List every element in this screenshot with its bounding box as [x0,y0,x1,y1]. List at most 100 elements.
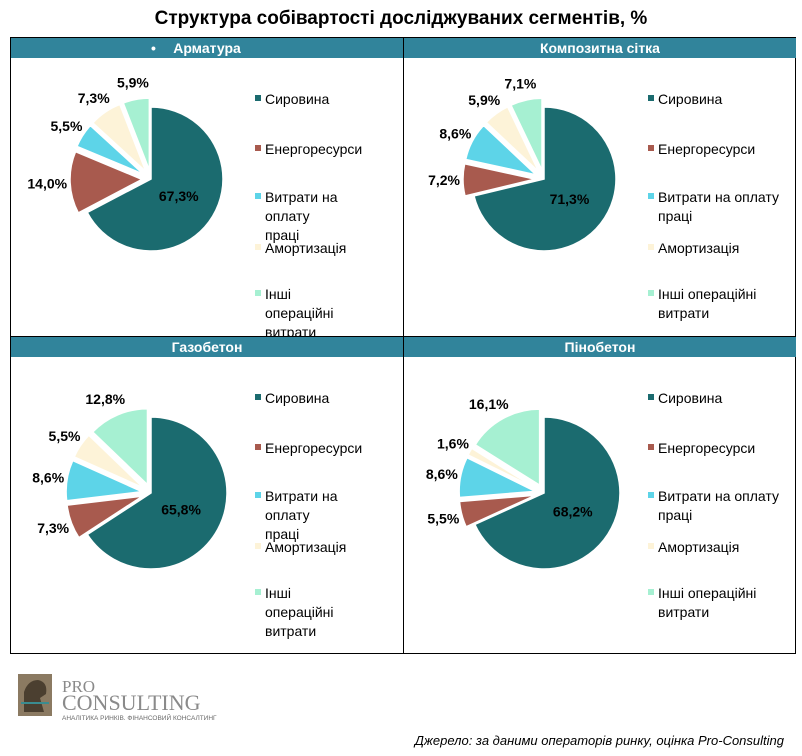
legend-swatch-syrovyna [255,394,261,400]
legend-label-energoresursy: Енергоресурси [265,440,362,456]
legend-label-amortyzatsiia: Амортизація [658,240,739,256]
pro-consulting-logo: PRO CONSULTING АНАЛІТИКА РИНКІВ. ФІНАНСО… [18,674,217,722]
legend-swatch-energoresursy [255,145,261,151]
pie-slice-vytraty-na-oplatu-pratsi [76,124,144,175]
data-label-syrovyna: 67,3% [159,188,199,204]
panel-header: Газобетон [11,337,403,357]
data-label-amortyzatsiia: 5,5% [49,428,81,444]
data-label-energoresursy: 14,0% [27,175,67,191]
legend-label-vytraty-na-oplatu-pratsi: Витрати на оплату праці [658,488,779,523]
legend-label-inshi-vytraty: Інші операційні витрати [265,286,334,336]
vertical-divider [403,38,404,653]
data-label-amortyzatsiia: 7,3% [78,90,110,106]
legend-label-vytraty-na-oplatu-pratsi: Витрати на оплату праці [658,189,779,224]
data-label-syrovyna: 71,3% [550,191,590,207]
legend-swatch-syrovyna [648,394,654,400]
legend-swatch-energoresursy [648,145,654,151]
legend-label-inshi-vytraty: Інші операційні витрати [658,286,756,321]
data-label-vytraty-na-oplatu-pratsi: 5,5% [50,118,82,134]
legend-swatch-vytraty-na-oplatu-pratsi [648,492,654,498]
panel-title: Газобетон [171,339,243,355]
pie-slice-vytraty-na-oplatu-pratsi [65,459,145,502]
legend-label-vytraty-na-oplatu-pratsi: Витрати на оплату праці [265,488,338,542]
legend-swatch-syrovyna [648,95,654,101]
legend-swatch-inshi-vytraty [255,589,261,595]
legend-label-syrovyna: Сировина [658,91,722,107]
pie-chart: 67,3% 14,0% 5,5% 7,3% 5,9% Сировина Енергоресу… [27,75,362,336]
data-label-energoresursy: 5,5% [427,511,459,527]
legend-label-inshi-vytraty: Інші операційні витрати [265,585,334,639]
legend-swatch-inshi-vytraty [648,290,654,296]
logo-pro: PRO [62,677,95,696]
pie-slice-inshi-vytraty [474,408,541,487]
panel-armatura: • Арматура 67,3% 14,0% 5,5% 7,3% 5,9% Сировин… [11,38,403,336]
pie-slice-energoresursy [69,150,144,214]
legend-swatch-amortyzatsiia [648,543,654,549]
data-label-energoresursy: 7,3% [37,520,69,536]
data-label-inshi-vytraty: 12,8% [85,391,125,407]
panel-pinobeton: Пінобетон 68,2% 5,5% 8,6% 1,6% 16,1% Сировина… [404,337,796,654]
horizontal-divider [11,336,795,337]
legend-swatch-energoresursy [255,444,261,450]
legend-swatch-amortyzatsiia [648,244,654,250]
pie-slice-energoresursy [66,495,143,539]
data-label-inshi-vytraty: 7,1% [504,75,536,91]
legend-label-syrovyna: Сировина [658,390,722,406]
pie-slice-syrovyna [86,106,224,252]
pie-slice-amortyzatsiia [485,105,540,173]
panel-title: Арматура [173,40,241,56]
data-label-syrovyna: 68,2% [553,504,593,520]
logo-consulting: CONSULTING [62,690,201,715]
pie-slice-inshi-vytraty [122,97,151,171]
legend-swatch-vytraty-na-oplatu-pratsi [255,193,261,199]
pie-slice-vytraty-na-oplatu-pratsi [458,456,538,499]
pie-slice-vytraty-na-oplatu-pratsi [464,124,539,177]
legend-label-amortyzatsiia: Амортизація [265,539,346,555]
legend-label-energoresursy: Енергоресурси [265,141,362,157]
pie-slice-amortyzatsiia [73,434,145,489]
legend-label-vytraty-na-oplatu-pratsi: Витрати на оплату праці [265,189,338,243]
legend-label-energoresursy: Енергоресурси [658,141,755,157]
header-bullet: • [151,40,156,56]
pie-slice-amortyzatsiia [466,447,537,490]
legend-label-syrovyna: Сировина [265,390,329,406]
legend-swatch-syrovyna [255,95,261,101]
pie-slice-energoresursy [462,162,536,197]
legend-label-syrovyna: Сировина [265,91,329,107]
page-title: Структура собівартості досліджуваних сег… [154,8,648,29]
pie-slice-inshi-vytraty [509,97,543,171]
legend-swatch-inshi-vytraty [255,290,261,296]
data-label-vytraty-na-oplatu-pratsi: 8,6% [426,466,458,482]
panel-header: • Арматура [11,38,403,58]
data-label-amortyzatsiia: 1,6% [437,435,469,451]
legend-label-amortyzatsiia: Амортизація [658,539,739,555]
data-label-syrovyna: 65,8% [161,501,201,517]
legend-swatch-inshi-vytraty [648,589,654,595]
panel-header: Пінобетон [404,337,796,357]
legend-label-amortyzatsiia: Амортизація [265,240,346,256]
data-label-inshi-vytraty: 16,1% [469,396,509,412]
data-label-energoresursy: 7,2% [428,172,460,188]
pie-slice-amortyzatsiia [91,103,147,173]
logo-stripe [21,702,49,704]
panel-gazobeton: Газобетон 65,8% 7,3% 8,6% 5,5% 12,8% Сировина… [11,337,403,654]
panel-title: Пінобетон [564,339,636,355]
pie-slice-inshi-vytraty [91,407,149,487]
legend-label-energoresursy: Енергоресурси [658,440,755,456]
pie-slice-syrovyna [473,106,617,252]
source-note: Джерело: за даними операторів ринку, оці… [414,733,784,748]
panel-kompozytna-sitka: Композитна сітка 71,3% 7,2% 8,6% 5,9% 7,1% Си… [404,38,796,336]
legend-swatch-energoresursy [648,444,654,450]
data-label-vytraty-na-oplatu-pratsi: 8,6% [32,470,64,486]
pie-chart: 68,2% 5,5% 8,6% 1,6% 16,1% Сировина Енергоресу… [426,390,779,620]
chart-grid: • Арматура 67,3% 14,0% 5,5% 7,3% 5,9% Сировин… [10,37,796,654]
data-label-amortyzatsiia: 5,9% [468,92,500,108]
pie-chart: 71,3% 7,2% 8,6% 5,9%7,1% Сировина Енергоресур… [428,75,779,321]
legend-swatch-vytraty-na-oplatu-pratsi [255,492,261,498]
panel-header: Композитна сітка [404,38,796,58]
legend-swatch-amortyzatsiia [255,244,261,250]
pie-slice-energoresursy [458,494,536,528]
legend-swatch-vytraty-na-oplatu-pratsi [648,193,654,199]
data-label-inshi-vytraty: 5,9% [117,75,149,91]
panel-title: Композитна сітка [540,40,660,56]
